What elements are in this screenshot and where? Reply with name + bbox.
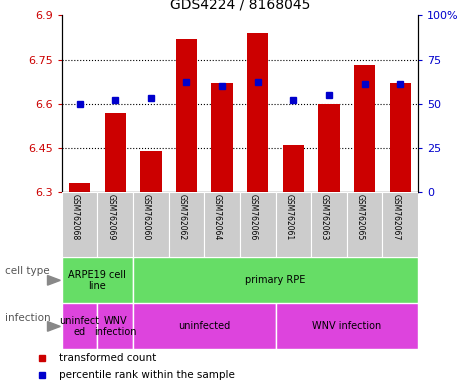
- Bar: [62, 257, 133, 303]
- Text: GSM762062: GSM762062: [178, 194, 186, 240]
- Text: GSM762064: GSM762064: [213, 194, 222, 240]
- Text: GSM762066: GSM762066: [249, 194, 257, 240]
- Text: WNV
infection: WNV infection: [94, 316, 136, 337]
- Bar: [283, 145, 304, 192]
- Text: GSM762065: GSM762065: [356, 194, 365, 240]
- Title: GDS4224 / 8168045: GDS4224 / 8168045: [170, 0, 310, 12]
- Text: infection: infection: [5, 313, 50, 323]
- Text: GSM762068: GSM762068: [71, 194, 80, 240]
- Bar: [354, 65, 375, 192]
- Bar: [247, 33, 268, 192]
- Bar: [97, 192, 133, 257]
- Bar: [69, 183, 90, 192]
- Text: uninfected: uninfected: [178, 321, 230, 331]
- Text: transformed count: transformed count: [59, 353, 157, 363]
- Bar: [240, 192, 276, 257]
- Text: GSM762067: GSM762067: [391, 194, 400, 240]
- Text: GSM762063: GSM762063: [320, 194, 329, 240]
- Bar: [311, 192, 347, 257]
- Text: ARPE19 cell
line: ARPE19 cell line: [68, 270, 126, 291]
- Bar: [104, 113, 126, 192]
- Text: percentile rank within the sample: percentile rank within the sample: [59, 370, 235, 381]
- Text: uninfect
ed: uninfect ed: [59, 316, 100, 337]
- Text: WNV infection: WNV infection: [312, 321, 381, 331]
- Bar: [382, 192, 418, 257]
- Text: GSM762069: GSM762069: [106, 194, 115, 240]
- Bar: [97, 303, 133, 349]
- Bar: [390, 83, 411, 192]
- Bar: [276, 303, 418, 349]
- Bar: [62, 192, 97, 257]
- Bar: [133, 257, 418, 303]
- Bar: [133, 192, 169, 257]
- Bar: [62, 303, 97, 349]
- Bar: [140, 151, 162, 192]
- Text: GSM762060: GSM762060: [142, 194, 151, 240]
- Bar: [133, 303, 276, 349]
- Bar: [211, 83, 233, 192]
- Bar: [169, 192, 204, 257]
- Bar: [204, 192, 240, 257]
- Bar: [318, 104, 340, 192]
- Text: cell type: cell type: [5, 266, 49, 276]
- Text: GSM762061: GSM762061: [285, 194, 293, 240]
- Bar: [176, 39, 197, 192]
- Bar: [347, 192, 382, 257]
- Text: primary RPE: primary RPE: [245, 275, 306, 285]
- Bar: [276, 192, 311, 257]
